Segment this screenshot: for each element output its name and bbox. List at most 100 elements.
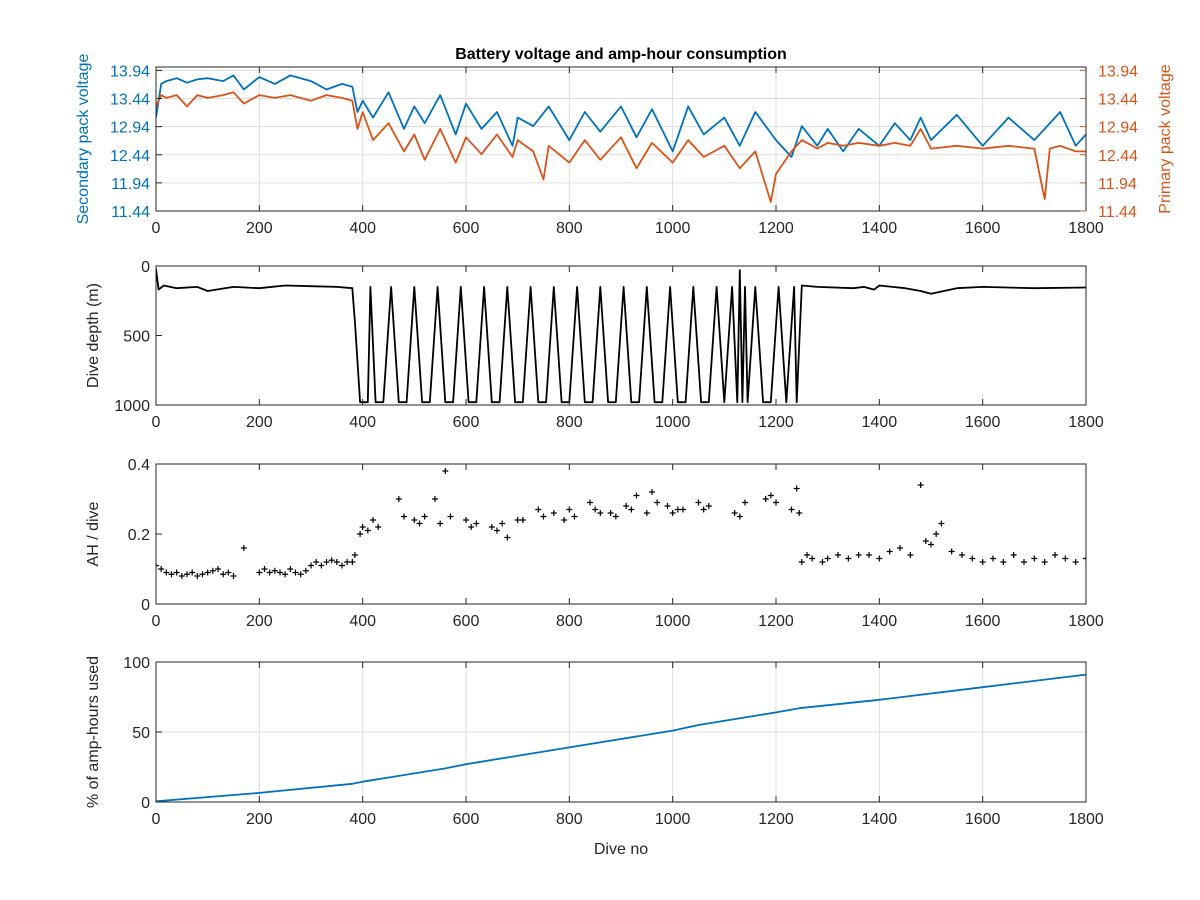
data-point [628, 506, 635, 513]
x-tick-label: 400 [349, 414, 376, 431]
x-tick-label: 0 [152, 613, 161, 630]
x-tick-label: 200 [246, 613, 273, 630]
data-point [866, 552, 872, 558]
data-point [359, 524, 366, 530]
data-point [654, 499, 661, 506]
data-point [561, 517, 568, 523]
data-point [230, 573, 237, 579]
data-point [540, 513, 547, 520]
data-point [416, 520, 423, 527]
x-tick-label: 1600 [965, 414, 1001, 431]
y-tick-label: 12.94 [110, 120, 150, 137]
data-point [695, 499, 702, 506]
x-tick-label: 0 [152, 811, 161, 828]
data-point [669, 510, 676, 516]
data-point [220, 571, 227, 578]
y-right-tick-label: 13.44 [1098, 92, 1138, 109]
data-point [809, 555, 816, 562]
data-point [488, 524, 495, 530]
data-point [1031, 555, 1038, 562]
data-point [804, 552, 810, 558]
x-tick-label: 1200 [758, 613, 794, 630]
y-axis-label: AH / dive [85, 501, 102, 566]
x-tick-label: 400 [349, 811, 376, 828]
data-point [969, 555, 976, 562]
data-point [1072, 559, 1079, 565]
y-tick-label: 0.2 [128, 527, 150, 544]
data-point [917, 482, 924, 488]
x-tick-label: 1000 [655, 613, 691, 630]
data-point [990, 555, 996, 562]
chart-panel-2: 0 200 400 600 800 1000 1200 1400 1600 1800 0 500 100… [85, 259, 1104, 431]
data-point [788, 506, 795, 513]
data-point [401, 513, 407, 520]
data-point [1052, 552, 1058, 558]
data-point [612, 513, 619, 520]
data-point [1083, 555, 1086, 562]
data-point [773, 499, 779, 506]
chart-panel-3: 0 200 400 600 800 1000 1200 1400 1600 1800 0 0.2 0.4… [85, 457, 1104, 630]
data-point [1062, 555, 1069, 562]
data-point [845, 555, 852, 562]
data-point [277, 569, 283, 576]
data-point [349, 559, 356, 565]
data-point [499, 520, 506, 527]
data-point [328, 557, 335, 564]
data-point [886, 548, 893, 555]
data-point [297, 571, 304, 578]
axes-box [155, 66, 1087, 212]
data-point [519, 517, 526, 523]
y-tick-label: 50 [132, 725, 150, 742]
x-tick-label: 1200 [758, 220, 794, 237]
data-point [736, 513, 743, 520]
x-tick-label: 800 [556, 414, 583, 431]
data-point [437, 520, 444, 527]
x-tick-label: 1600 [965, 613, 1001, 630]
data-point [173, 569, 180, 576]
x-tick-label: 1600 [965, 811, 1001, 828]
data-point [158, 566, 165, 572]
data-point [189, 569, 196, 576]
data-point [664, 503, 671, 509]
data-point [597, 510, 604, 516]
data-point [649, 489, 655, 495]
data-point [798, 559, 805, 565]
x-tick-label: 1400 [862, 811, 898, 828]
x-tick-label: 600 [453, 613, 480, 630]
data-point [292, 569, 299, 576]
data-point [442, 468, 449, 474]
y-right-tick-label: 12.94 [1098, 120, 1138, 137]
data-point [323, 559, 330, 565]
data-point [907, 552, 914, 558]
data-point [204, 569, 211, 576]
x-tick-label: 200 [246, 220, 273, 237]
x-tick-label: 600 [453, 811, 480, 828]
data-point [215, 566, 221, 572]
x-tick-label: 1400 [862, 414, 898, 431]
data-point [209, 567, 216, 574]
y-tick-label: 100 [123, 655, 150, 672]
y-tick-label: 0.4 [128, 457, 150, 474]
data-point [1000, 559, 1007, 565]
data-point [351, 552, 358, 558]
x-tick-label: 800 [556, 613, 583, 630]
y-tick-label: 0 [141, 597, 150, 614]
y-right-tick-label: 12.44 [1098, 148, 1138, 165]
data-point [256, 569, 263, 576]
x-tick-label: 800 [556, 220, 583, 237]
x-tick-label: 1000 [655, 811, 691, 828]
data-point [680, 506, 686, 513]
y-tick-label: 13.94 [110, 63, 150, 80]
data-point [333, 559, 340, 565]
data-point [344, 559, 351, 565]
data-point [979, 559, 986, 565]
x-tick-label: 1800 [1068, 811, 1104, 828]
data-point [318, 562, 325, 569]
x-axis-label: Dive no [594, 841, 648, 858]
data-point [855, 552, 862, 558]
data-point [287, 566, 294, 572]
data-point [463, 517, 469, 523]
data-point [948, 548, 955, 555]
data-point [796, 510, 803, 516]
data-point [959, 552, 965, 558]
